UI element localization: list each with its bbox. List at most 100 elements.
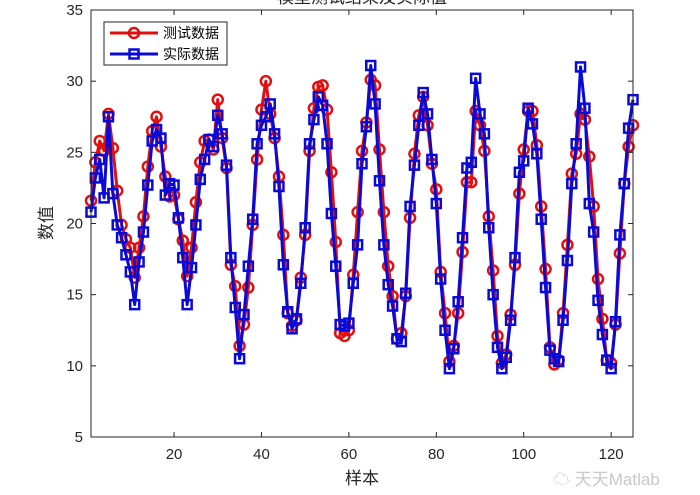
data-point-square	[364, 59, 377, 72]
data-point-square	[496, 362, 508, 375]
data-point-square	[421, 108, 434, 120]
data-point-square	[592, 294, 604, 307]
data-point-square	[212, 109, 224, 122]
y-axis-label: 数值	[37, 206, 57, 240]
data-point-square	[487, 288, 499, 301]
data-point-square	[172, 212, 185, 224]
data-point-circle	[329, 235, 343, 249]
data-point-square	[522, 102, 534, 114]
data-point-square	[574, 61, 587, 73]
data-point-square	[142, 179, 154, 191]
data-point-square	[583, 197, 596, 210]
data-point-square	[596, 328, 609, 341]
data-point-square	[382, 278, 394, 291]
y-tick-label: 25	[66, 144, 83, 161]
data-point-square	[483, 222, 495, 234]
data-point-circle	[377, 205, 391, 219]
data-point-square	[229, 301, 241, 314]
data-point-square	[539, 281, 552, 294]
x-tick-label: 120	[599, 446, 624, 463]
data-point-square	[378, 239, 390, 251]
data-point-square	[225, 251, 237, 264]
data-point-square	[395, 335, 408, 348]
data-point-square	[133, 256, 145, 268]
watermark: ☁ 天天Matlab	[553, 470, 660, 489]
data-point-circle	[185, 241, 198, 254]
data-point-square	[531, 148, 543, 160]
x-tick-label: 60	[341, 446, 358, 463]
data-point-square	[509, 251, 521, 264]
series-test	[84, 73, 640, 371]
data-point-square	[246, 213, 259, 225]
data-point-square	[190, 219, 202, 231]
data-point-square	[566, 177, 578, 190]
data-point-square	[587, 226, 600, 238]
data-point-square	[404, 200, 416, 213]
data-point-square	[570, 138, 582, 150]
data-point-square	[155, 132, 167, 144]
data-point-square	[465, 156, 478, 169]
data-point-square	[474, 108, 486, 120]
data-point-square	[373, 175, 386, 187]
data-point-circle	[93, 134, 106, 148]
data-point-circle	[316, 79, 329, 92]
x-tick-label: 40	[253, 446, 270, 463]
legend: 测试数据 实际数据	[103, 21, 228, 66]
data-point-square	[526, 118, 539, 130]
series-line	[89, 64, 635, 371]
data-point-square	[233, 352, 246, 365]
data-point-square	[111, 219, 123, 231]
data-point-circle	[211, 93, 225, 106]
data-point-square	[120, 249, 132, 261]
data-point-square	[216, 128, 228, 140]
data-point-square	[386, 300, 399, 312]
data-point-square	[500, 351, 512, 364]
data-point-square	[260, 111, 272, 123]
data-point-square	[124, 266, 137, 278]
data-point-square	[360, 120, 373, 133]
data-point-square	[452, 296, 464, 308]
data-point-square	[434, 273, 447, 285]
data-point-square	[308, 113, 320, 126]
y-tick-label: 5	[75, 429, 83, 446]
data-point-circle	[259, 74, 273, 88]
data-point-square	[535, 213, 547, 225]
data-point-square	[517, 155, 530, 167]
data-point-square	[504, 314, 517, 327]
data-point-square	[321, 138, 333, 150]
data-point-square	[469, 72, 482, 85]
y-tick-label: 20	[66, 216, 83, 233]
data-point-circle	[583, 150, 596, 163]
data-point-square	[242, 260, 255, 272]
data-point-square	[579, 102, 591, 114]
wechat-icon: ☁	[553, 470, 575, 489]
data-point-square	[347, 277, 360, 290]
data-point-square	[185, 261, 198, 274]
data-point-square	[303, 138, 316, 150]
data-point-square	[356, 157, 368, 170]
data-point-square	[561, 254, 574, 267]
x-axis-label: 样本	[345, 469, 379, 489]
data-point-square	[220, 159, 233, 171]
data-point-square	[408, 159, 421, 171]
data-point-square	[369, 98, 381, 110]
data-point-square	[417, 86, 429, 99]
legend-marker-square	[128, 48, 140, 60]
data-point-square	[207, 140, 220, 153]
data-point-square	[413, 119, 425, 132]
data-point-square	[351, 239, 364, 251]
data-point-square	[299, 222, 311, 234]
axes-box	[90, 9, 634, 438]
data-point-square	[264, 98, 276, 110]
data-point-circle	[189, 195, 203, 209]
data-point-square	[93, 153, 106, 166]
legend-label-test: 测试数据	[163, 26, 219, 42]
data-point-square	[439, 324, 451, 336]
data-point-square	[443, 362, 456, 375]
x-tick-label: 80	[428, 446, 445, 463]
data-point-square	[268, 128, 281, 140]
data-point-square	[281, 305, 294, 318]
y-tick-label: 35	[66, 2, 83, 19]
data-point-square	[430, 197, 443, 210]
y-tick-label: 10	[66, 358, 83, 375]
